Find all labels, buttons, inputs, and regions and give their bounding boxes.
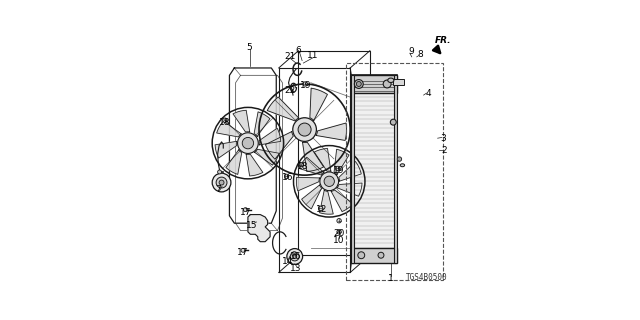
Circle shape (219, 180, 224, 185)
Polygon shape (268, 97, 299, 121)
Polygon shape (255, 149, 279, 165)
Text: 5: 5 (247, 43, 253, 52)
Text: 21: 21 (284, 52, 296, 61)
Text: 1: 1 (388, 274, 394, 283)
Circle shape (378, 252, 384, 258)
Circle shape (223, 118, 227, 123)
Circle shape (383, 80, 391, 88)
Circle shape (335, 166, 340, 171)
Polygon shape (248, 215, 270, 242)
Bar (351, 75, 355, 263)
Circle shape (292, 118, 316, 141)
Bar (351, 75, 397, 92)
Polygon shape (259, 128, 281, 145)
Circle shape (243, 208, 248, 212)
Polygon shape (266, 132, 293, 159)
Text: 9: 9 (408, 47, 414, 56)
Circle shape (358, 252, 365, 259)
Text: 22: 22 (284, 86, 296, 95)
Polygon shape (314, 148, 331, 171)
Polygon shape (316, 123, 346, 140)
Bar (394, 75, 397, 263)
Circle shape (292, 252, 296, 256)
Polygon shape (226, 150, 242, 174)
Text: 14: 14 (282, 257, 293, 266)
Text: 18: 18 (220, 118, 231, 127)
Text: 19: 19 (300, 81, 311, 90)
Text: 7: 7 (216, 185, 221, 195)
Polygon shape (339, 162, 361, 181)
Circle shape (237, 133, 259, 154)
Polygon shape (299, 157, 324, 175)
Circle shape (320, 172, 339, 191)
Text: 20: 20 (333, 228, 345, 237)
Circle shape (242, 137, 253, 149)
Text: 19: 19 (333, 166, 344, 175)
Text: 12: 12 (316, 205, 328, 214)
Circle shape (390, 119, 396, 125)
Polygon shape (246, 154, 263, 176)
Text: 6: 6 (296, 46, 301, 55)
Polygon shape (334, 149, 349, 174)
Circle shape (299, 162, 303, 167)
Text: 17: 17 (237, 248, 249, 257)
Ellipse shape (388, 78, 394, 83)
Bar (394, 79, 404, 85)
Text: FR.: FR. (435, 36, 451, 45)
Polygon shape (217, 121, 241, 137)
Bar (351, 248, 397, 263)
Polygon shape (319, 190, 333, 214)
Ellipse shape (400, 164, 404, 167)
Text: 2: 2 (442, 146, 447, 155)
Bar (351, 75, 397, 263)
Text: 16: 16 (290, 252, 301, 261)
Polygon shape (215, 141, 237, 158)
Circle shape (356, 82, 361, 86)
Circle shape (337, 219, 341, 223)
Polygon shape (296, 177, 319, 191)
Text: 4: 4 (426, 89, 431, 98)
Polygon shape (331, 190, 353, 212)
Polygon shape (301, 185, 321, 209)
Circle shape (287, 249, 303, 264)
Polygon shape (303, 142, 324, 172)
Circle shape (324, 176, 334, 187)
Circle shape (284, 174, 289, 179)
Circle shape (292, 254, 297, 259)
Circle shape (212, 173, 231, 192)
Circle shape (337, 230, 341, 234)
Polygon shape (310, 88, 328, 120)
Circle shape (318, 206, 323, 211)
Circle shape (298, 123, 311, 136)
Circle shape (303, 82, 308, 86)
Circle shape (397, 157, 402, 161)
Text: TGS4B0500: TGS4B0500 (406, 273, 447, 282)
Text: 8: 8 (417, 50, 423, 59)
Text: 11: 11 (307, 51, 319, 60)
Text: 15: 15 (246, 221, 257, 230)
Text: 3: 3 (440, 134, 446, 143)
Text: 10: 10 (333, 236, 344, 245)
Text: 17: 17 (240, 208, 252, 217)
Circle shape (241, 248, 245, 252)
Text: 18: 18 (297, 162, 308, 171)
Text: 13: 13 (290, 264, 301, 273)
Circle shape (216, 177, 227, 188)
Text: 16: 16 (282, 173, 293, 182)
Polygon shape (254, 112, 270, 136)
Circle shape (355, 80, 364, 88)
Circle shape (291, 252, 299, 261)
Polygon shape (233, 110, 250, 132)
Polygon shape (337, 183, 362, 196)
Circle shape (218, 170, 221, 174)
Bar (346, 63, 443, 280)
